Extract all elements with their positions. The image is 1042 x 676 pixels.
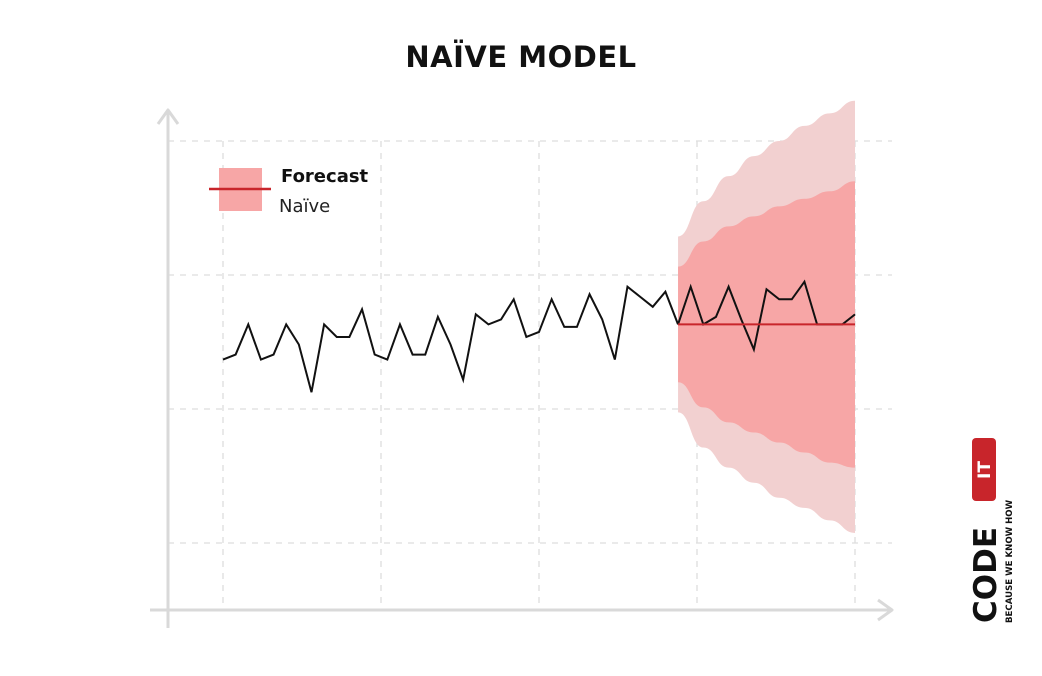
legend: Forecast Naïve	[209, 166, 369, 217]
logo-main-text: CODE	[968, 527, 1004, 623]
legend-title: Forecast	[281, 166, 369, 187]
axes	[150, 108, 894, 628]
logo-tagline: BECAUSE WE KNOW HOW	[1005, 499, 1015, 623]
logo-badge	[972, 438, 996, 501]
y-axis-arrow	[156, 108, 180, 125]
chart-title: NAÏVE MODEL	[405, 40, 637, 74]
legend-label-naive: Naïve	[279, 196, 330, 217]
history-series-line	[222, 284, 679, 393]
logo: IT CODE BECAUSE WE KNOW HOW	[968, 438, 1015, 623]
x-axis-arrow	[877, 598, 894, 622]
series-lines	[222, 279, 856, 393]
prediction-intervals	[678, 100, 855, 533]
logo-badge-text: IT	[975, 461, 995, 479]
